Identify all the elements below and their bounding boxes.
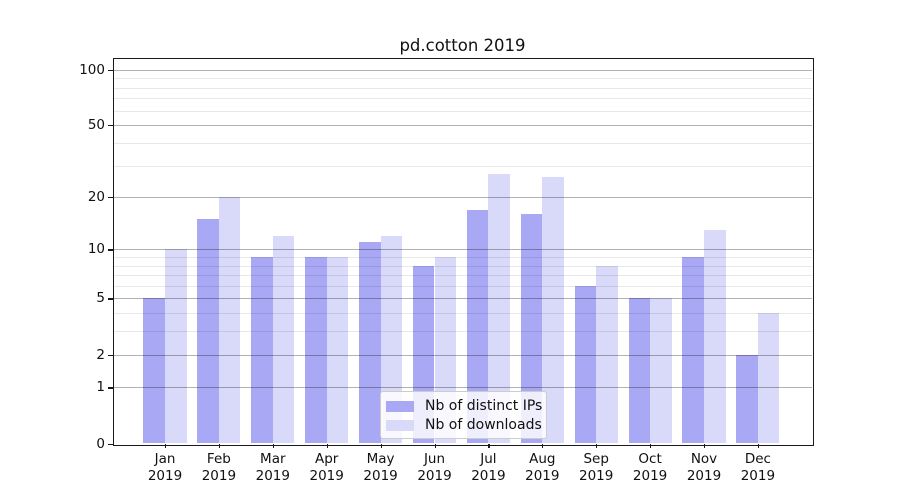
bar-downloads bbox=[272, 235, 295, 444]
bar-downloads bbox=[542, 176, 564, 444]
x-tick-label: Jul 2019 bbox=[471, 450, 506, 484]
y-tick-mark bbox=[107, 354, 113, 356]
y-tick-label: 20 bbox=[87, 189, 105, 206]
legend-item-downloads: Nb of downloads bbox=[386, 416, 542, 434]
x-tick-year: 2019 bbox=[686, 467, 722, 484]
bar-downloads bbox=[757, 313, 780, 444]
bar-distinct-ips bbox=[305, 257, 327, 444]
x-tick-label: Sep 2019 bbox=[579, 450, 614, 484]
x-tick-mark bbox=[596, 443, 598, 448]
bar-distinct-ips bbox=[197, 219, 219, 444]
bar-downloads bbox=[596, 265, 618, 444]
x-tick-mark bbox=[434, 443, 436, 448]
y-tick-mark bbox=[107, 125, 113, 127]
x-tick-year: 2019 bbox=[471, 467, 506, 484]
chart-title: pd.cotton 2019 bbox=[399, 36, 526, 55]
bar-distinct-ips bbox=[143, 298, 165, 444]
x-tick-year: 2019 bbox=[201, 467, 237, 484]
grid-minor-line bbox=[113, 142, 812, 144]
y-tick-mark bbox=[107, 69, 113, 72]
bar-downloads bbox=[488, 173, 510, 444]
grid-major-line bbox=[113, 69, 812, 71]
bar-distinct-ips bbox=[574, 285, 597, 444]
legend: Nb of distinct IPs Nb of downloads bbox=[380, 391, 547, 439]
x-tick-label: Jan 2019 bbox=[147, 450, 183, 484]
x-tick-mark bbox=[650, 443, 652, 448]
grid-minor-line bbox=[113, 78, 812, 80]
bar-distinct-ips bbox=[466, 209, 489, 444]
legend-item-distinct-ips: Nb of distinct IPs bbox=[386, 397, 542, 415]
x-tick-year: 2019 bbox=[579, 467, 614, 484]
grid-minor-line bbox=[113, 110, 812, 112]
grid-major-line bbox=[113, 125, 812, 127]
x-tick-label: May 2019 bbox=[363, 450, 398, 484]
x-tick-mark bbox=[218, 443, 221, 448]
grid-minor-line bbox=[113, 87, 812, 89]
x-tick-year: 2019 bbox=[525, 467, 560, 484]
y-tick-mark bbox=[107, 443, 113, 445]
legend-swatch-downloads bbox=[386, 419, 414, 431]
bar-distinct-ips bbox=[520, 214, 543, 444]
x-tick-mark bbox=[542, 443, 544, 448]
bar-downloads bbox=[165, 249, 187, 444]
x-tick-year: 2019 bbox=[417, 467, 452, 484]
x-tick-mark bbox=[326, 443, 328, 448]
x-tick-year: 2019 bbox=[255, 467, 290, 484]
legend-label-downloads: Nb of downloads bbox=[425, 417, 542, 433]
x-tick-label: Feb 2019 bbox=[201, 450, 237, 484]
bar-distinct-ips bbox=[628, 298, 651, 444]
y-tick-label: 50 bbox=[87, 117, 105, 134]
bar-downloads bbox=[704, 229, 726, 444]
x-tick-label: Oct 2019 bbox=[632, 450, 668, 484]
x-tick-year: 2019 bbox=[632, 467, 668, 484]
x-tick-label: Mar 2019 bbox=[255, 450, 290, 484]
bar-distinct-ips bbox=[736, 354, 758, 444]
bar-distinct-ips bbox=[359, 242, 381, 444]
x-tick-mark bbox=[488, 443, 490, 448]
x-tick-label: Dec 2019 bbox=[740, 450, 776, 484]
bar-distinct-ips bbox=[682, 257, 704, 444]
y-tick-label: 5 bbox=[96, 290, 105, 307]
bar-downloads bbox=[218, 197, 241, 444]
grid-minor-line bbox=[113, 98, 812, 100]
x-tick-year: 2019 bbox=[309, 467, 344, 484]
bar-distinct-ips bbox=[251, 257, 273, 444]
grid-minor-line bbox=[113, 165, 812, 167]
y-tick-mark bbox=[107, 387, 113, 389]
legend-swatch-distinct-ips bbox=[386, 400, 414, 412]
x-tick-year: 2019 bbox=[147, 467, 183, 484]
x-tick-mark bbox=[380, 443, 382, 448]
y-tick-label: 100 bbox=[79, 61, 105, 78]
x-tick-year: 2019 bbox=[363, 467, 398, 484]
x-tick-mark bbox=[165, 443, 167, 448]
x-tick-mark bbox=[757, 443, 760, 448]
y-tick-mark bbox=[107, 298, 113, 300]
x-tick-label: Nov 2019 bbox=[686, 450, 722, 484]
x-tick-label: Jun 2019 bbox=[417, 450, 452, 484]
x-tick-label: Apr 2019 bbox=[309, 450, 344, 484]
bar-downloads bbox=[326, 257, 349, 444]
x-tick-mark bbox=[704, 443, 706, 448]
x-tick-year: 2019 bbox=[740, 467, 776, 484]
y-tick-label: 2 bbox=[96, 346, 105, 363]
y-tick-label: 10 bbox=[87, 241, 105, 258]
x-tick-label: Aug 2019 bbox=[525, 450, 560, 484]
bar-downloads bbox=[650, 298, 672, 444]
y-tick-mark bbox=[107, 197, 113, 199]
y-tick-label: 0 bbox=[96, 435, 105, 452]
y-tick-mark bbox=[107, 249, 113, 251]
legend-label-distinct-ips: Nb of distinct IPs bbox=[425, 398, 543, 414]
grid-major-line bbox=[113, 197, 812, 199]
y-tick-label: 1 bbox=[96, 379, 105, 396]
x-tick-mark bbox=[272, 443, 274, 448]
